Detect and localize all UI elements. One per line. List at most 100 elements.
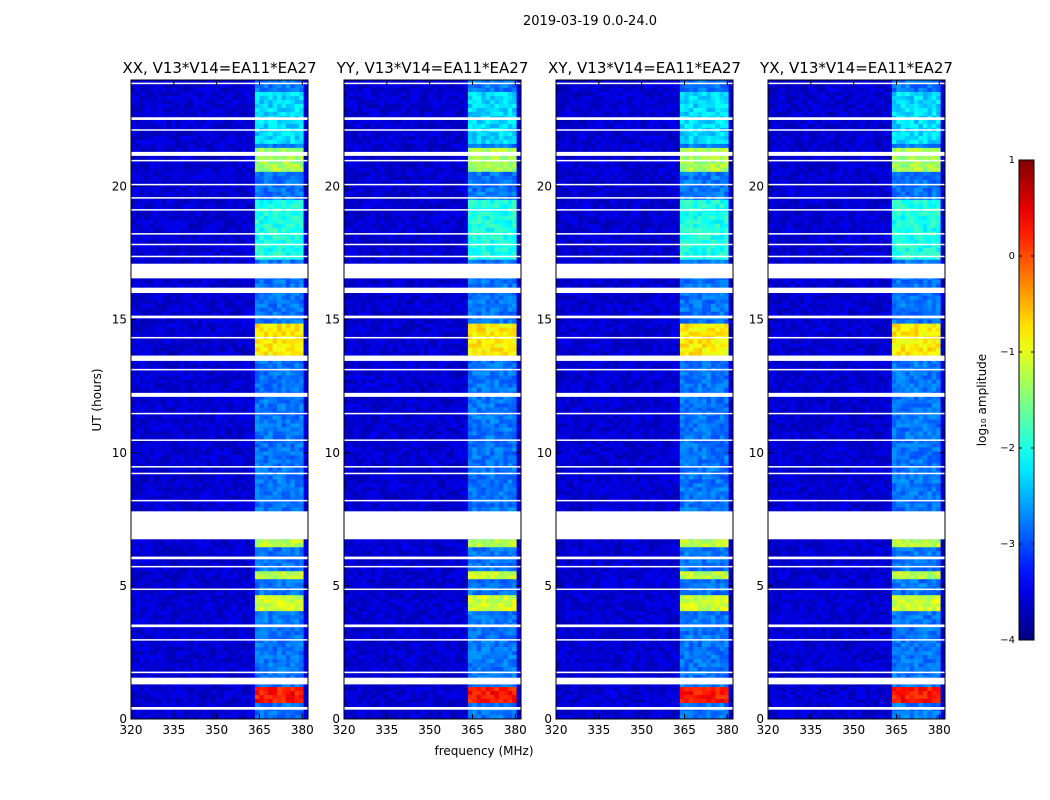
heatmap-cell <box>242 192 247 196</box>
heatmap-cell <box>237 304 242 308</box>
heatmap-cell <box>211 400 216 404</box>
heatmap-cell <box>184 547 189 551</box>
heatmap-cell <box>299 104 304 108</box>
heatmap-cell <box>273 260 278 264</box>
heatmap-cell <box>189 479 194 483</box>
heatmap-cell <box>246 348 251 352</box>
heatmap-cell <box>131 112 136 116</box>
heatmap-cell <box>215 120 220 124</box>
heatmap-cell <box>158 204 163 208</box>
heatmap-cell <box>246 475 251 479</box>
heatmap-cell <box>189 423 194 427</box>
heatmap-cell <box>215 467 220 471</box>
heatmap-cell <box>206 304 211 308</box>
heatmap-cell <box>162 332 167 336</box>
heatmap-cell <box>299 304 304 308</box>
heatmap-cell <box>184 507 189 511</box>
heatmap-cell <box>237 435 242 439</box>
heatmap-cell <box>202 176 207 180</box>
heatmap-cell <box>211 539 216 543</box>
heatmap-cell <box>131 400 136 404</box>
heatmap-cell <box>295 112 300 116</box>
heatmap-cell <box>166 236 171 240</box>
heatmap-cell <box>215 451 220 455</box>
heatmap-cell <box>184 188 189 192</box>
heatmap-cell <box>277 144 282 148</box>
heatmap-cell <box>255 176 260 180</box>
heatmap-cell <box>197 447 202 451</box>
heatmap-cell <box>197 491 202 495</box>
heatmap-cell <box>202 384 207 388</box>
heatmap-cell <box>233 415 238 419</box>
heatmap-cell <box>197 224 202 228</box>
heatmap-cell <box>175 475 180 479</box>
heatmap-cell <box>224 204 229 208</box>
heatmap-cell <box>171 136 176 140</box>
heatmap-cell <box>250 136 255 140</box>
heatmap-cell <box>189 431 194 435</box>
heatmap-cell <box>184 140 189 144</box>
heatmap-cell <box>250 204 255 208</box>
heatmap-cell <box>299 228 304 232</box>
heatmap-cell <box>202 120 207 124</box>
heatmap-cell <box>281 320 286 324</box>
heatmap-cell <box>149 284 154 288</box>
heatmap-cell <box>162 100 167 104</box>
heatmap-cell <box>220 188 225 192</box>
heatmap-cell <box>299 124 304 128</box>
heatmap-cell <box>131 423 136 427</box>
heatmap-cell <box>211 188 216 192</box>
heatmap-cell <box>166 216 171 220</box>
heatmap-cell <box>206 479 211 483</box>
heatmap-cell <box>202 403 207 407</box>
heatmap-cell <box>259 539 264 543</box>
heatmap-cell <box>153 236 158 240</box>
heatmap-cell <box>233 551 238 555</box>
heatmap-cell <box>255 188 260 192</box>
heatmap-cell <box>250 324 255 328</box>
heatmap-cell <box>131 300 136 304</box>
heatmap-cell <box>197 372 202 376</box>
heatmap-cell <box>290 487 295 491</box>
heatmap-cell <box>246 176 251 180</box>
heatmap-cell <box>211 352 216 356</box>
heatmap-cell <box>180 140 185 144</box>
heatmap-cell <box>268 423 273 427</box>
heatmap-cell <box>211 224 216 228</box>
heatmap-cell <box>149 176 154 180</box>
heatmap-cell <box>197 204 202 208</box>
heatmap-cell <box>153 419 158 423</box>
heatmap-cell <box>189 491 194 495</box>
heatmap-cell <box>277 467 282 471</box>
heatmap-cell <box>184 156 189 160</box>
heatmap-cell <box>202 551 207 555</box>
heatmap-cell <box>189 451 194 455</box>
heatmap-cell <box>299 507 304 511</box>
heatmap-cell <box>268 92 273 96</box>
heatmap-cell <box>250 180 255 184</box>
heatmap-cell <box>162 380 167 384</box>
heatmap-cell <box>295 172 300 176</box>
heatmap-cell <box>202 431 207 435</box>
heatmap-cell <box>246 188 251 192</box>
heatmap-cell <box>255 384 260 388</box>
heatmap-cell <box>158 200 163 204</box>
heatmap-cell <box>255 300 260 304</box>
heatmap-cell <box>158 483 163 487</box>
heatmap-cell <box>286 164 291 168</box>
heatmap-cell <box>228 503 233 507</box>
heatmap-cell <box>193 332 198 336</box>
heatmap-cell <box>220 124 225 128</box>
heatmap-cell <box>220 284 225 288</box>
heatmap-cell <box>184 88 189 92</box>
heatmap-cell <box>153 136 158 140</box>
heatmap-cell <box>268 304 273 308</box>
heatmap-cell <box>202 407 207 411</box>
heatmap-cell <box>135 340 140 344</box>
heatmap-cell <box>228 180 233 184</box>
heatmap-cell <box>162 304 167 308</box>
heatmap-cell <box>140 96 145 100</box>
heatmap-cell <box>184 475 189 479</box>
heatmap-cell <box>273 324 278 328</box>
heatmap-cell <box>197 415 202 419</box>
